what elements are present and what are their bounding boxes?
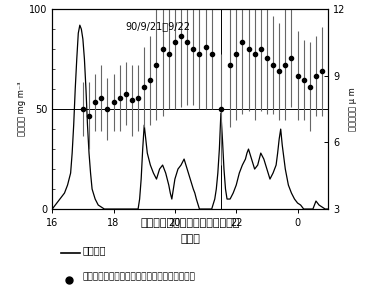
Text: 90/9/21～9/22: 90/9/21～9/22 — [126, 21, 191, 31]
Y-axis label: 平均粒径／ μ m: 平均粒径／ μ m — [348, 87, 357, 131]
Y-axis label: 霧水量／ mg m⁻³: 霧水量／ mg m⁻³ — [17, 82, 26, 136]
Text: 図２　赤城山における霧の観測例: 図２ 赤城山における霧の観測例 — [141, 218, 240, 228]
X-axis label: 時　刻: 時 刻 — [180, 233, 200, 244]
Text: ：平均粒径；縦線は粒径分布の幅（標準偏差）: ：平均粒径；縦線は粒径分布の幅（標準偏差） — [82, 273, 195, 282]
Text: ：霧水量: ：霧水量 — [82, 245, 106, 255]
